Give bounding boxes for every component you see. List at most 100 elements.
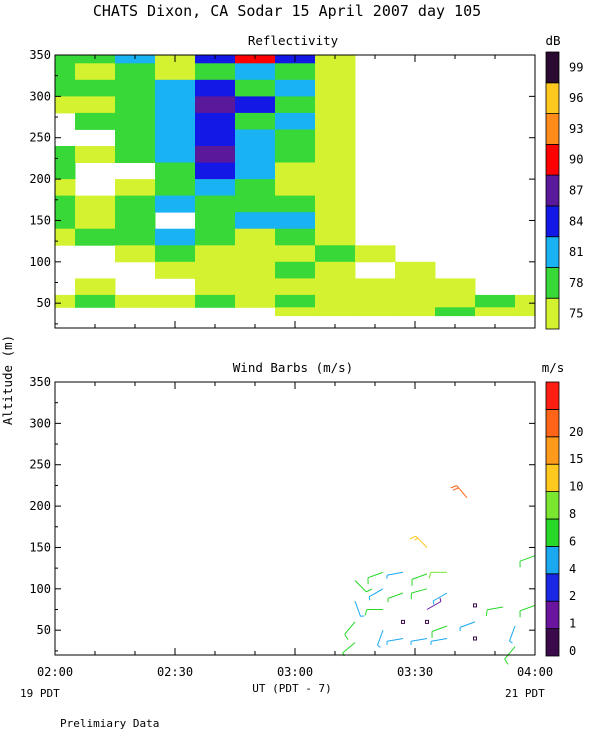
reflectivity-cell [75, 113, 116, 130]
db-colorbar-swatch [546, 298, 559, 329]
wind-barb-staff [510, 626, 516, 641]
wind-barb-staff [520, 605, 535, 610]
ms-colorbar-label: 1 [569, 617, 576, 631]
wind-barb-staff [487, 607, 503, 610]
reflectivity-cell [435, 278, 476, 295]
reflectivity-cell [195, 229, 236, 246]
reflectivity-cell [235, 262, 276, 279]
db-colorbar-label: 96 [569, 91, 583, 105]
reflectivity-cell [55, 295, 76, 308]
db-colorbar-label: 90 [569, 153, 583, 167]
y-tick-label: 200 [29, 172, 51, 186]
ms-colorbar-label: 2 [569, 589, 576, 603]
wind-barbs-title: Wind Barbs (m/s) [233, 360, 353, 375]
reflectivity-cell [155, 130, 196, 147]
reflectivity-cell [155, 196, 196, 213]
reflectivity-cell [115, 96, 156, 113]
ms-colorbar-swatch [546, 601, 559, 628]
reflectivity-cell [275, 179, 316, 196]
reflectivity-cell [55, 80, 76, 97]
wind-barb-staff [412, 589, 428, 593]
wind-barb-staff [411, 639, 427, 642]
reflectivity-cell [195, 179, 236, 196]
reflectivity-cell [315, 146, 356, 163]
wind-barb-flag [486, 610, 487, 616]
ms-colorbar-swatch [546, 629, 559, 656]
wind-barb-flag [505, 659, 508, 664]
reflectivity-cell [435, 295, 476, 308]
db-colorbar-label: 78 [569, 276, 583, 290]
reflectivity-cell [315, 212, 356, 229]
reflectivity-cell [275, 229, 316, 246]
reflectivity-cell [115, 212, 156, 229]
reflectivity-cell [55, 63, 76, 80]
ms-colorbar-label: 10 [569, 480, 583, 494]
db-colorbar-swatch [546, 83, 559, 114]
reflectivity-cell [355, 295, 396, 308]
reflectivity-cell [115, 295, 156, 308]
reflectivity-cell [315, 179, 356, 196]
reflectivity-cell [75, 212, 116, 229]
reflectivity-cell [235, 80, 276, 97]
ms-colorbar-swatch [546, 574, 559, 601]
wind-barb-staff [432, 626, 447, 632]
y-tick-label: 350 [29, 48, 51, 62]
reflectivity-cell [195, 295, 236, 308]
ms-colorbar-swatch [546, 546, 559, 573]
reflectivity-cell [275, 212, 316, 229]
reflectivity-cell [275, 196, 316, 213]
reflectivity-cell [275, 307, 316, 316]
x-axis-label: UT (PDT - 7) [252, 682, 331, 695]
wind-barb-staff [457, 486, 467, 498]
db-colorbar-label: 99 [569, 60, 583, 74]
ms-unit-label: m/s [542, 360, 565, 375]
db-colorbar-swatch [546, 206, 559, 237]
y-tick-label: 50 [37, 296, 51, 310]
wind-barb-staff [460, 622, 475, 628]
wind-barb-flag [366, 589, 372, 592]
db-colorbar-swatch [546, 267, 559, 298]
y-tick-label: 150 [29, 540, 51, 554]
reflectivity-cell [155, 96, 196, 113]
reflectivity-cell [55, 229, 76, 246]
y-tick-label: 100 [29, 582, 51, 596]
reflectivity-cell [275, 163, 316, 180]
y-tick-label: 350 [29, 375, 51, 389]
reflectivity-cell [55, 55, 76, 64]
ms-colorbar-label: 4 [569, 562, 576, 576]
db-colorbar-label: 75 [569, 307, 583, 321]
reflectivity-cell [355, 307, 396, 316]
reflectivity-cell [195, 245, 236, 262]
reflectivity-cell [475, 295, 516, 308]
reflectivity-cell [235, 245, 276, 262]
reflectivity-cell [195, 80, 236, 97]
x-tick-label: 03:00 [277, 665, 313, 679]
reflectivity-cell [275, 96, 316, 113]
wind-barb-staff [412, 574, 427, 580]
wind-barb-staff [387, 639, 403, 642]
reflectivity-cell [195, 163, 236, 180]
ms-colorbar-label: 6 [569, 534, 576, 548]
y-tick-label: 300 [29, 89, 51, 103]
reflectivity-cell [235, 63, 276, 80]
wind-barb-staff [355, 581, 366, 592]
ms-colorbar-swatch [546, 382, 559, 409]
x-left-sublabel: 19 PDT [20, 687, 60, 700]
reflectivity-cell [395, 307, 436, 316]
reflectivity-cell [115, 229, 156, 246]
x-tick-label: 04:00 [517, 665, 553, 679]
reflectivity-cell [315, 278, 356, 295]
wind-barb-staff [388, 593, 403, 598]
reflectivity-cell [55, 179, 76, 196]
db-colorbar-swatch [546, 175, 559, 206]
reflectivity-cell [395, 278, 436, 295]
reflectivity-cell [115, 80, 156, 97]
wind-barb-staff [505, 647, 515, 659]
reflectivity-cell [315, 245, 356, 262]
reflectivity-cell [155, 146, 196, 163]
y-tick-label: 150 [29, 213, 51, 227]
ms-colorbar-swatch [546, 409, 559, 436]
wind-barb-half-flag [510, 641, 513, 643]
